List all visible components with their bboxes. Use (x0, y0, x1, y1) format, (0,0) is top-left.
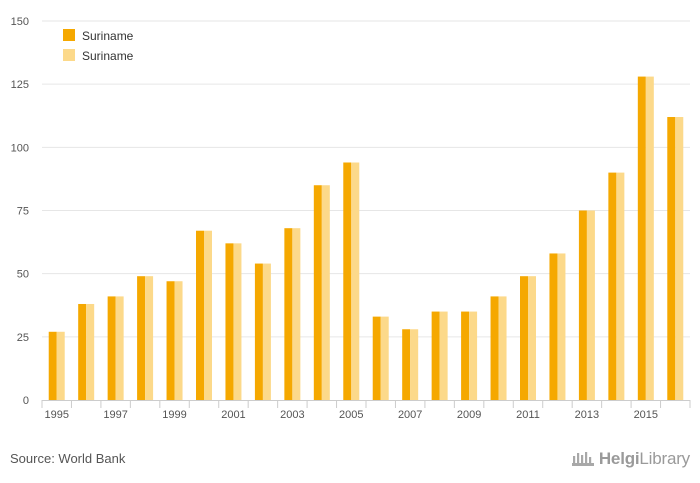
bar[interactable] (549, 253, 558, 400)
brand-logo[interactable]: Helgi Library (571, 449, 690, 469)
bar[interactable] (351, 162, 360, 400)
bar[interactable] (107, 296, 116, 400)
bar[interactable] (145, 276, 154, 400)
axes: 0 25 50 75 100 125 150 1995 1997 1999 2001 2003 2005… (11, 16, 691, 421)
y-tick-label: 125 (11, 79, 29, 91)
bar[interactable] (520, 276, 528, 400)
x-tick-label: 1999 (162, 409, 186, 421)
bar[interactable] (410, 329, 419, 400)
bar[interactable] (469, 311, 478, 400)
bar[interactable] (372, 316, 381, 400)
bar[interactable] (225, 243, 234, 400)
bar[interactable] (137, 276, 146, 400)
x-tick-label: 2001 (221, 409, 245, 421)
y-tick-label: 25 (17, 332, 29, 344)
legend-label-series-2: Suriname (82, 49, 134, 63)
x-tick-label: 2009 (457, 409, 481, 421)
legend-label-series-1: Suriname (82, 29, 134, 43)
bar[interactable] (461, 311, 470, 400)
bar[interactable] (578, 210, 587, 401)
chart: 0 25 50 75 100 125 150 1995 1997 1999 2001 2003 2005… (11, 16, 691, 421)
brand-name-strong: Helgi (598, 449, 640, 468)
bar[interactable] (557, 253, 566, 400)
bar[interactable] (166, 281, 175, 400)
bar[interactable] (380, 316, 389, 400)
bar[interactable] (321, 185, 330, 400)
bar[interactable] (48, 331, 57, 400)
bar[interactable] (498, 296, 507, 400)
bar[interactable] (402, 329, 411, 400)
bar[interactable] (115, 296, 124, 400)
bar[interactable] (439, 311, 448, 400)
bar[interactable] (292, 228, 301, 400)
x-tick-label: 1997 (103, 409, 127, 421)
x-tick-label: 2011 (516, 409, 540, 421)
bar[interactable] (233, 243, 242, 400)
bar[interactable] (645, 76, 654, 400)
legend-swatch-series-1 (63, 29, 75, 41)
x-tick-label: 2013 (575, 409, 599, 421)
y-tick-label: 50 (17, 269, 29, 281)
bar[interactable] (262, 263, 271, 400)
y-tick-label: 0 (23, 395, 29, 407)
brand-name-light: Library (639, 449, 690, 468)
bar[interactable] (78, 303, 87, 400)
bar[interactable] (490, 296, 499, 400)
x-tick-label: 2007 (398, 409, 422, 421)
source-note: Source: World Bank (10, 451, 126, 466)
x-tick-label: 2005 (339, 409, 363, 421)
bar[interactable] (174, 281, 183, 400)
bar[interactable] (284, 228, 293, 400)
x-tick-label: 2015 (634, 409, 658, 421)
bar[interactable] (528, 276, 536, 400)
bar[interactable] (56, 331, 65, 400)
helgilibrary-logo-icon (571, 452, 594, 466)
legend-swatch-series-2 (63, 49, 75, 61)
bar[interactable] (667, 117, 676, 400)
bars (48, 76, 684, 401)
x-tick-label: 1995 (44, 409, 68, 421)
bar[interactable] (675, 117, 684, 400)
bar[interactable] (254, 263, 263, 400)
bar[interactable] (431, 311, 440, 400)
y-tick-label: 150 (11, 16, 29, 28)
y-tick-label: 100 (11, 142, 29, 154)
bar[interactable] (616, 172, 625, 400)
bar[interactable] (343, 162, 352, 400)
bar[interactable] (196, 230, 204, 400)
bar[interactable] (608, 172, 617, 400)
x-tick-label: 2003 (280, 409, 304, 421)
bar[interactable] (204, 230, 212, 400)
legend[interactable]: Suriname Suriname (63, 29, 134, 63)
bar[interactable] (86, 303, 95, 400)
bar[interactable] (637, 76, 646, 400)
bar[interactable] (586, 210, 595, 401)
y-tick-label: 75 (17, 206, 29, 218)
bar[interactable] (313, 185, 322, 400)
